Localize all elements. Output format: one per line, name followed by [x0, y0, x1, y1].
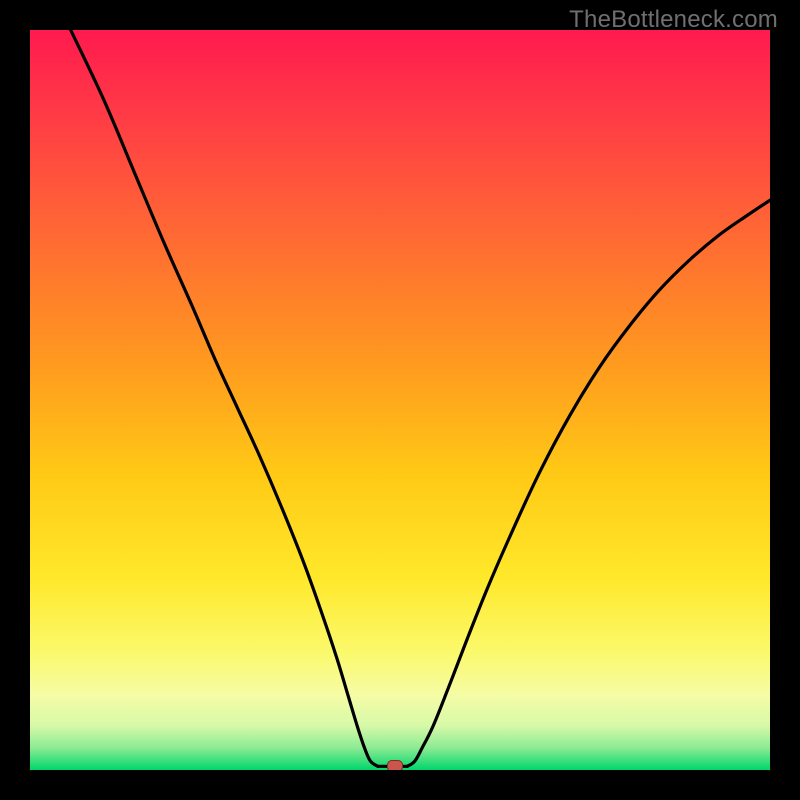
curve-left-branch: [71, 30, 378, 766]
chart-outer: TheBottleneck.com: [0, 0, 800, 800]
bottleneck-curve: [30, 30, 770, 770]
watermark-text: TheBottleneck.com: [569, 6, 778, 34]
optimum-marker: [387, 760, 403, 770]
curve-right-branch: [407, 200, 770, 766]
plot-area: [30, 30, 770, 770]
